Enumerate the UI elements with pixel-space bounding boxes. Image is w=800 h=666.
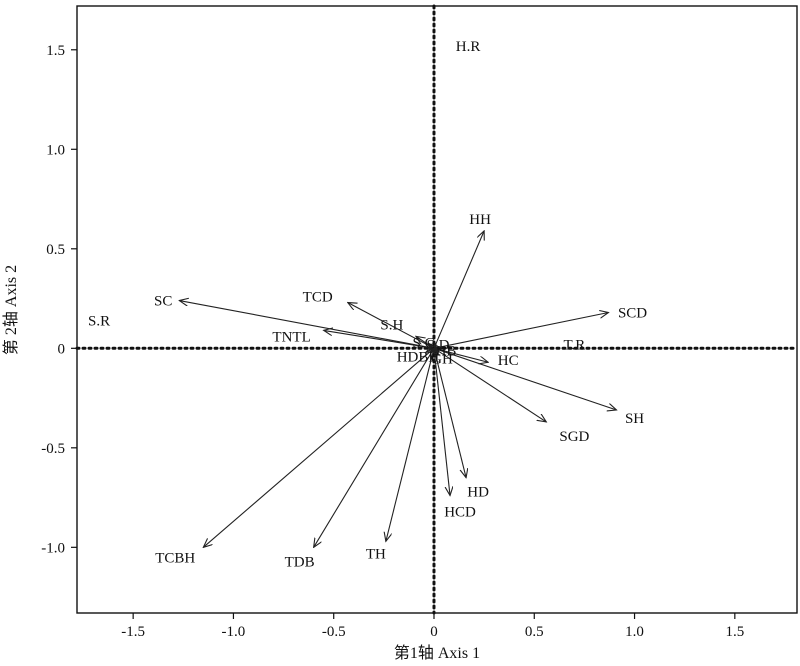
x-axis-title: 第1轴 Axis 1 <box>394 644 480 662</box>
vector-arrow-sh <box>433 347 617 410</box>
x-tick-label: -1.0 <box>222 624 246 640</box>
vector-label-hd: HD <box>467 485 489 501</box>
x-tick-label: -1.5 <box>121 624 145 640</box>
vector-label-gh: GH <box>431 351 453 367</box>
y-tick-label: 1.5 <box>46 43 65 59</box>
vector-arrow-hd <box>433 348 466 477</box>
vector-label-s-h: S.H <box>380 317 403 333</box>
plot-frame <box>76 5 798 614</box>
y-tick-label: 1.0 <box>46 142 65 158</box>
vector-arrow-hcd <box>433 348 450 495</box>
vector-label-hh: HH <box>469 212 491 228</box>
vector-arrow-scd <box>433 312 608 349</box>
x-tick-label: 1.5 <box>725 624 744 640</box>
x-tick-label: -0.5 <box>322 624 346 640</box>
vector-label-hc: HC <box>498 353 519 369</box>
vector-arrow-gh <box>434 348 438 352</box>
vector-arrow-sc <box>179 301 435 349</box>
x-tick-label: 1.0 <box>625 624 644 640</box>
vector-label-hdbh: HDBH <box>397 349 440 365</box>
vector-label-tntl: TNTL <box>272 329 310 345</box>
vector-label-scd: SCD <box>618 305 647 321</box>
vector-arrow-tdb <box>314 348 435 547</box>
vector-label-tcbh: TCBH <box>155 550 195 566</box>
x-tick-label: 0.5 <box>525 624 544 640</box>
tick-marks: -1.5 -1.0 -0.5 0 0.5 1.0 1.5 -1.0 -0.5 0 0.5 1.0 1.5 <box>41 43 744 640</box>
vector-label-hcd: HCD <box>444 505 476 521</box>
vector-label-sc: SC <box>154 294 172 310</box>
y-tick-label: -0.5 <box>41 441 65 457</box>
site-label-h-r: H.R <box>456 39 481 55</box>
vector-label-tcd: TCD <box>303 290 333 306</box>
vector-arrow-tntl <box>324 330 435 349</box>
y-tick-label: 0 <box>58 341 66 357</box>
y-axis-title: 第 2轴 Axis 2 <box>2 265 20 355</box>
y-tick-label: 0.5 <box>46 242 65 258</box>
vector-label-th: TH <box>366 546 386 562</box>
vector-label-hb: HB <box>436 343 457 359</box>
zero-lines <box>75 4 799 615</box>
x-tick-label: 0 <box>430 624 438 640</box>
site-label-s-r: S.R <box>88 313 110 329</box>
vector-arrow-th <box>386 348 435 541</box>
vector-arrow-hc <box>433 347 488 362</box>
vector-arrow-tcbh <box>203 347 435 547</box>
vector-label-tdb: TDB <box>285 554 315 570</box>
variable-vectors: SC TCDS.HTNTLHHSCDHCSHSGDHDHCDTHTDBTCBHS.… <box>154 212 647 570</box>
vector-label-sgd: SGD <box>559 429 589 445</box>
vector-label-sh: SH <box>625 411 644 427</box>
vector-arrow-sgd <box>433 347 546 422</box>
y-tick-label: -1.0 <box>41 540 65 556</box>
site-label-t-r: T.R <box>563 337 585 353</box>
site-labels: H.R S.R T.R <box>88 39 585 354</box>
vector-arrow-hh <box>433 231 484 349</box>
